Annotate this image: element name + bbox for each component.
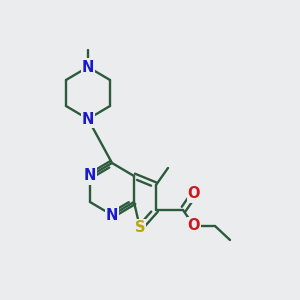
Text: N: N [106, 208, 118, 223]
Text: N: N [82, 112, 94, 127]
Text: N: N [84, 169, 96, 184]
Text: N: N [82, 59, 94, 74]
Text: O: O [188, 187, 200, 202]
Text: O: O [188, 218, 200, 233]
Text: S: S [135, 220, 145, 236]
